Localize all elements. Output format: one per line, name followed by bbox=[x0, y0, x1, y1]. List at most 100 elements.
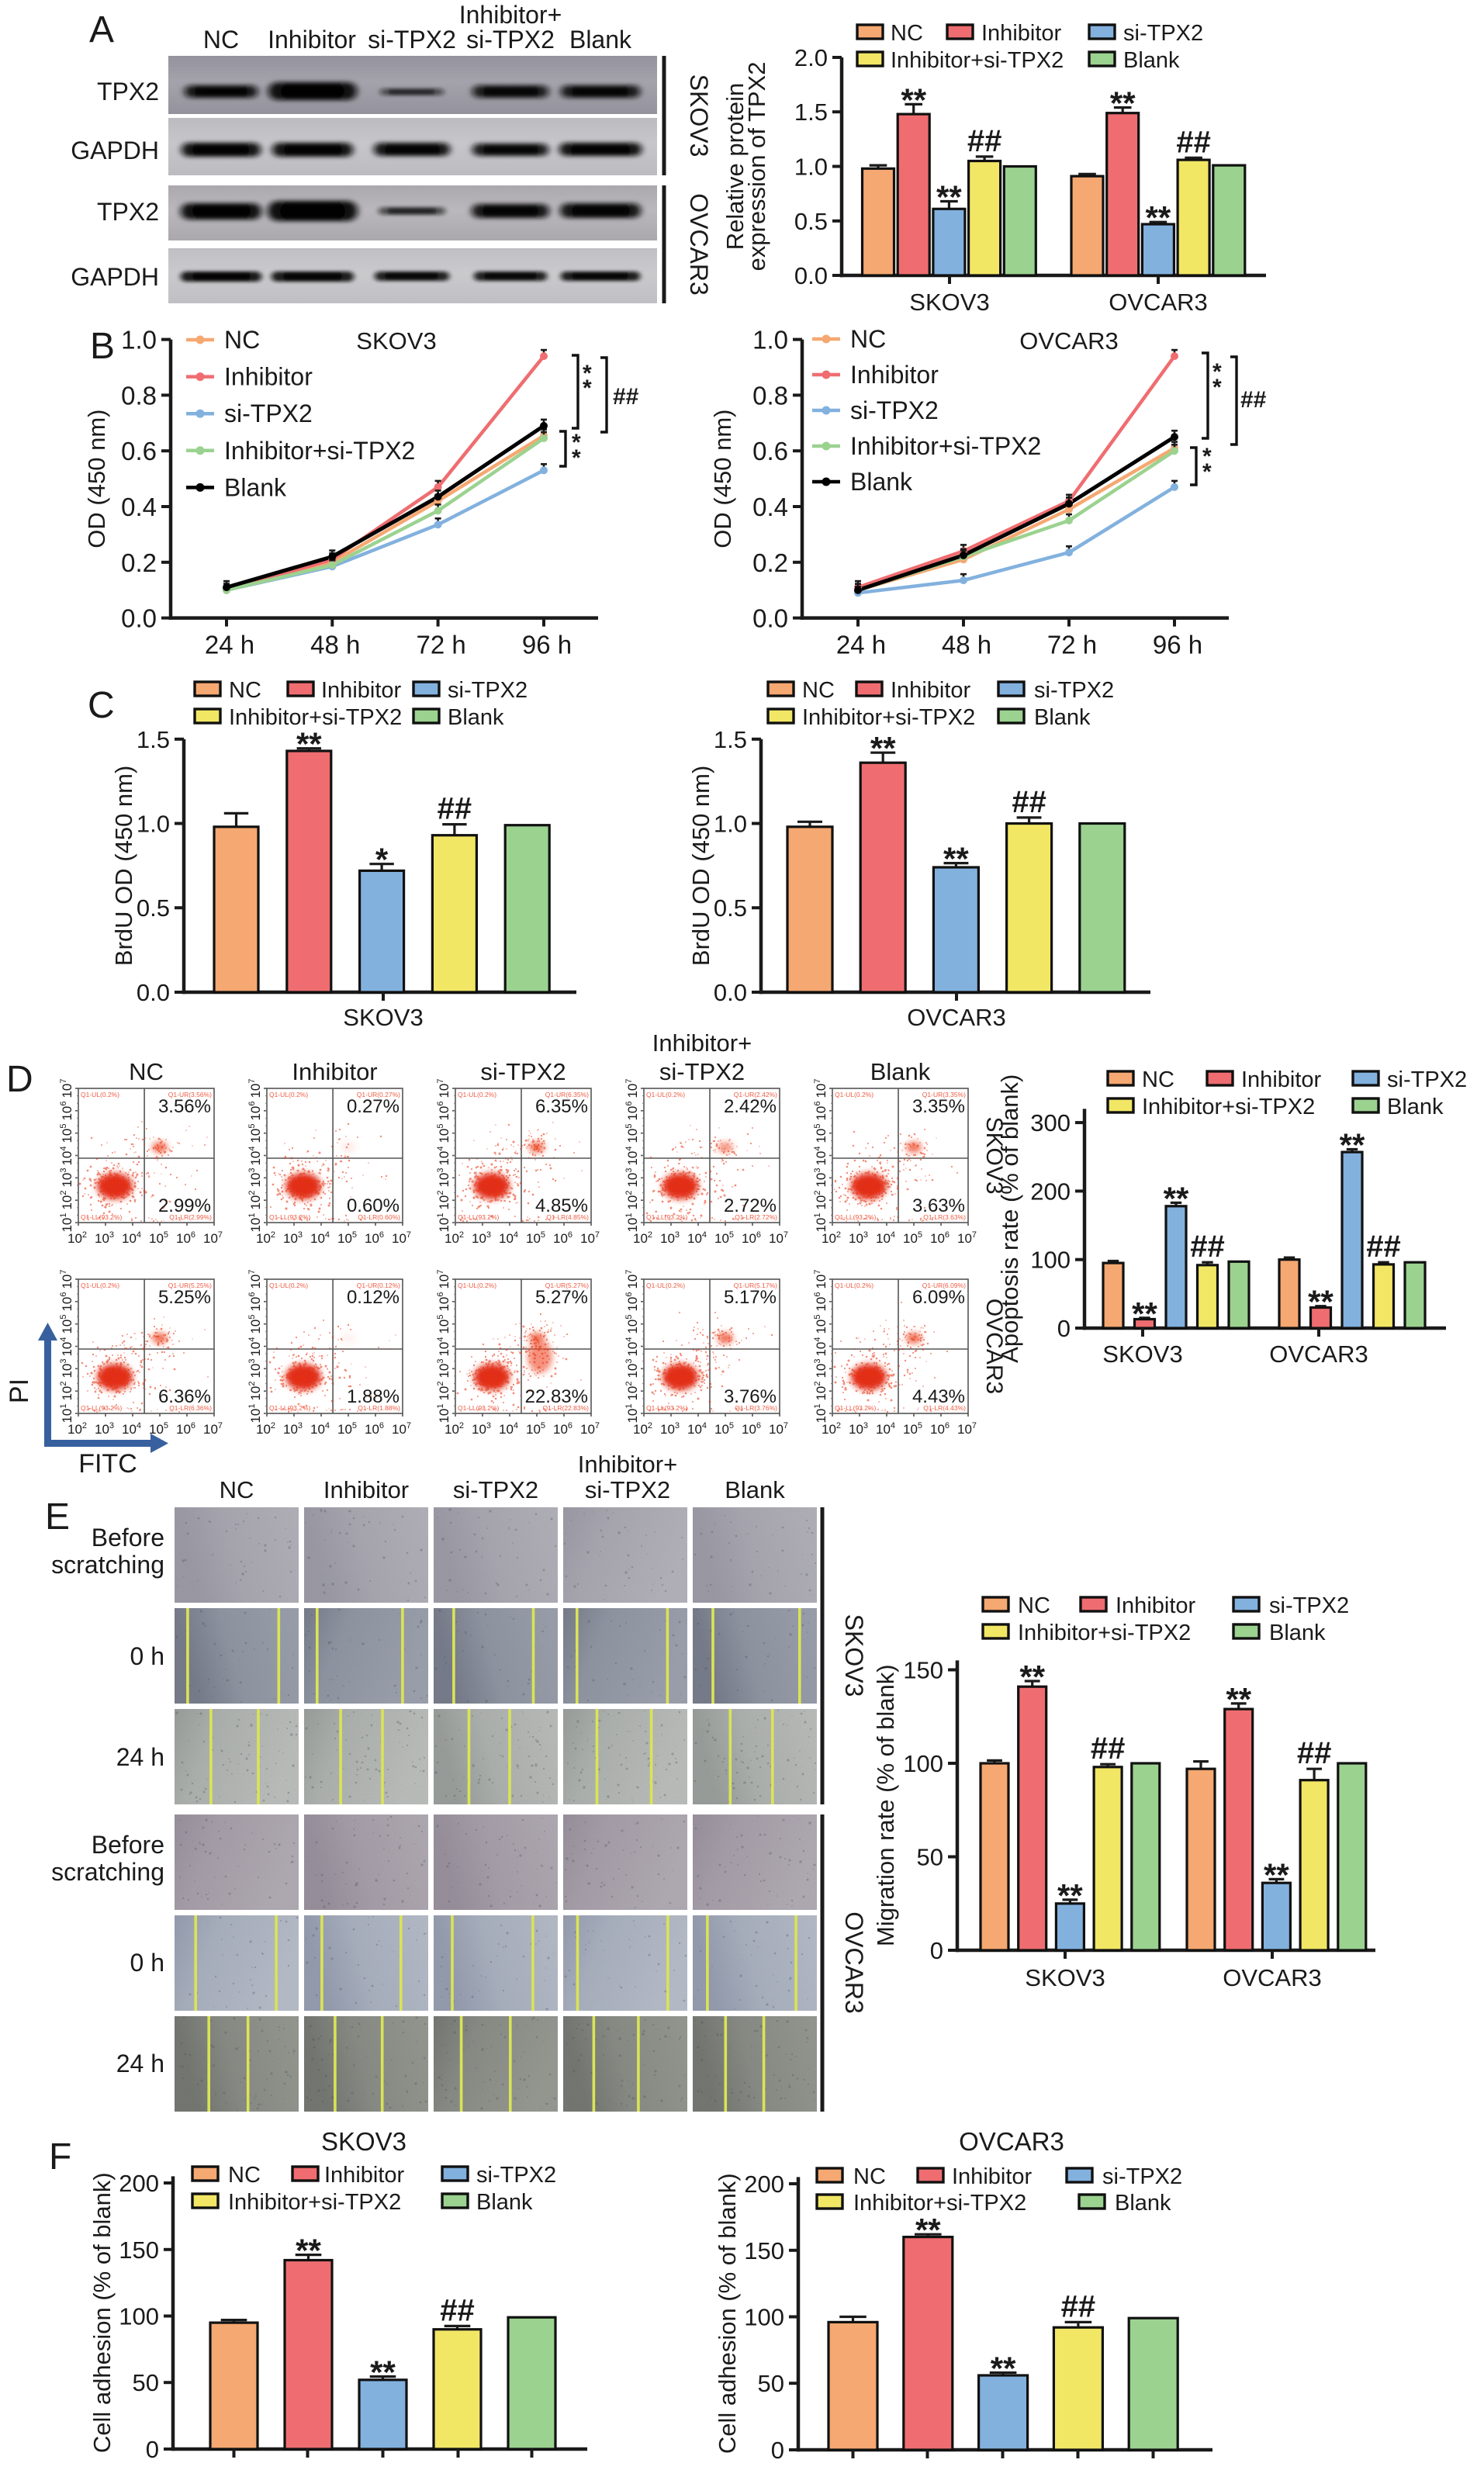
svg-text:Q1-LL(93.2%): Q1-LL(93.2%) bbox=[835, 1213, 877, 1221]
svg-text:3.56%: 3.56% bbox=[158, 1096, 211, 1117]
svg-text:**: ** bbox=[1164, 1180, 1189, 1216]
svg-text:Q1-LL(93.2%): Q1-LL(93.2%) bbox=[81, 1404, 123, 1412]
svg-text:104: 104 bbox=[499, 1230, 518, 1246]
svg-text:106: 106 bbox=[436, 1292, 451, 1311]
svg-text:**: ** bbox=[1340, 1127, 1365, 1164]
svg-text:102: 102 bbox=[256, 1421, 275, 1437]
svg-text:Q1-UL(0.2%): Q1-UL(0.2%) bbox=[269, 1091, 308, 1098]
svg-text:105: 105 bbox=[436, 1123, 451, 1143]
svg-text:0.0: 0.0 bbox=[794, 262, 828, 289]
svg-text:2.72%: 2.72% bbox=[724, 1195, 777, 1216]
svg-text:**: ** bbox=[296, 726, 322, 763]
svg-text:103: 103 bbox=[624, 1358, 640, 1378]
svg-text:1.0: 1.0 bbox=[794, 154, 828, 181]
svg-text:107: 107 bbox=[203, 1421, 223, 1437]
svg-text:5.27%: 5.27% bbox=[535, 1287, 588, 1308]
svg-text:Inhibitor: Inhibitor bbox=[1241, 1067, 1322, 1092]
svg-text:105: 105 bbox=[903, 1230, 922, 1246]
svg-text:107: 107 bbox=[769, 1230, 788, 1246]
svg-text:107: 107 bbox=[59, 1078, 74, 1098]
svg-text:*: * bbox=[1212, 359, 1222, 385]
svg-text:*: * bbox=[572, 445, 581, 471]
svg-text:Q1-UR(5.25%): Q1-UR(5.25%) bbox=[168, 1282, 212, 1289]
svg-text:Q1-UL(0.2%): Q1-UL(0.2%) bbox=[81, 1091, 119, 1098]
svg-text:##: ## bbox=[1176, 125, 1211, 159]
svg-text:Q1-LR(0.60%): Q1-LR(0.60%) bbox=[358, 1213, 400, 1221]
svg-text:104: 104 bbox=[122, 1230, 141, 1246]
svg-text:scratching: scratching bbox=[51, 1551, 164, 1579]
svg-text:102: 102 bbox=[633, 1230, 652, 1246]
svg-text:0.0: 0.0 bbox=[121, 604, 157, 633]
svg-text:*: * bbox=[1202, 444, 1212, 469]
svg-text:106: 106 bbox=[742, 1230, 761, 1246]
svg-text:107: 107 bbox=[813, 1078, 828, 1098]
svg-text:103: 103 bbox=[436, 1168, 451, 1187]
svg-text:Inhibitor+si-TPX2: Inhibitor+si-TPX2 bbox=[229, 705, 402, 730]
svg-text:0.2: 0.2 bbox=[121, 548, 157, 577]
svg-text:103: 103 bbox=[472, 1421, 491, 1437]
svg-text:103: 103 bbox=[59, 1358, 74, 1378]
svg-text:72 h: 72 h bbox=[416, 631, 465, 659]
svg-text:104: 104 bbox=[813, 1146, 828, 1165]
svg-text:3.63%: 3.63% bbox=[912, 1195, 965, 1216]
svg-text:101: 101 bbox=[436, 1403, 451, 1423]
svg-text:106: 106 bbox=[553, 1421, 572, 1437]
svg-text:Before: Before bbox=[92, 1524, 164, 1552]
svg-text:1.0: 1.0 bbox=[121, 326, 157, 355]
svg-text:*: * bbox=[375, 842, 389, 878]
svg-text:101: 101 bbox=[247, 1213, 263, 1232]
svg-text:Q1-LR(3.76%): Q1-LR(3.76%) bbox=[735, 1404, 777, 1412]
svg-text:**: ** bbox=[1132, 1296, 1157, 1332]
svg-text:106: 106 bbox=[247, 1101, 263, 1120]
svg-text:1.0: 1.0 bbox=[752, 326, 788, 355]
svg-text:48 h: 48 h bbox=[310, 631, 360, 659]
svg-text:106: 106 bbox=[930, 1230, 950, 1246]
svg-text:105: 105 bbox=[813, 1314, 828, 1334]
svg-text:102: 102 bbox=[436, 1190, 451, 1209]
svg-text:Inhibitor+si-TPX2: Inhibitor+si-TPX2 bbox=[224, 437, 415, 465]
svg-text:104: 104 bbox=[687, 1421, 707, 1437]
svg-text:**: ** bbox=[943, 841, 969, 877]
svg-text:104: 104 bbox=[813, 1337, 828, 1356]
svg-text:Blank: Blank bbox=[448, 705, 504, 730]
svg-text:si-TPX2: si-TPX2 bbox=[585, 1476, 670, 1503]
svg-text:107: 107 bbox=[580, 1421, 600, 1437]
svg-text:Blank: Blank bbox=[1034, 705, 1091, 730]
svg-text:101: 101 bbox=[247, 1403, 263, 1423]
svg-text:104: 104 bbox=[499, 1421, 518, 1437]
svg-text:Inhibitor: Inhibitor bbox=[850, 361, 939, 389]
svg-text:Q1-UR(5.17%): Q1-UR(5.17%) bbox=[734, 1282, 777, 1289]
svg-text:101: 101 bbox=[813, 1403, 828, 1423]
svg-text:Relative protein: Relative protein bbox=[721, 83, 749, 250]
svg-text:101: 101 bbox=[59, 1213, 74, 1232]
svg-text:Q1-LR(3.63%): Q1-LR(3.63%) bbox=[923, 1213, 966, 1221]
svg-text:NC: NC bbox=[203, 26, 239, 54]
svg-text:107: 107 bbox=[769, 1421, 788, 1437]
svg-text:2.42%: 2.42% bbox=[724, 1096, 777, 1117]
svg-text:104: 104 bbox=[436, 1146, 451, 1165]
svg-text:**: ** bbox=[936, 179, 962, 216]
svg-text:si-TPX2: si-TPX2 bbox=[453, 1476, 538, 1503]
svg-text:Q1-LR(4.85%): Q1-LR(4.85%) bbox=[546, 1213, 589, 1221]
svg-text:103: 103 bbox=[472, 1230, 491, 1246]
svg-text:Blank: Blank bbox=[1387, 1095, 1444, 1119]
svg-text:0.6: 0.6 bbox=[121, 437, 157, 465]
svg-text:100: 100 bbox=[1030, 1247, 1071, 1274]
svg-text:SKOV3: SKOV3 bbox=[343, 1004, 423, 1031]
svg-text:107: 107 bbox=[392, 1421, 411, 1437]
svg-text:Inhibitor+si-TPX2: Inhibitor+si-TPX2 bbox=[1142, 1095, 1315, 1119]
svg-text:NC: NC bbox=[229, 678, 261, 703]
svg-text:24 h: 24 h bbox=[116, 2050, 164, 2077]
svg-text:106: 106 bbox=[742, 1421, 761, 1437]
svg-text:6.36%: 6.36% bbox=[158, 1386, 211, 1407]
svg-text:Inhibitor+: Inhibitor+ bbox=[652, 1029, 752, 1057]
svg-text:105: 105 bbox=[624, 1123, 640, 1143]
svg-text:OVCAR3: OVCAR3 bbox=[1019, 327, 1118, 355]
svg-text:**: ** bbox=[870, 730, 896, 766]
svg-text:103: 103 bbox=[849, 1421, 868, 1437]
svg-text:107: 107 bbox=[813, 1269, 828, 1289]
svg-text:Blank: Blank bbox=[1123, 48, 1180, 73]
svg-text:scratching: scratching bbox=[51, 1858, 164, 1886]
svg-text:200: 200 bbox=[1030, 1178, 1071, 1205]
svg-text:0.5: 0.5 bbox=[137, 894, 170, 922]
